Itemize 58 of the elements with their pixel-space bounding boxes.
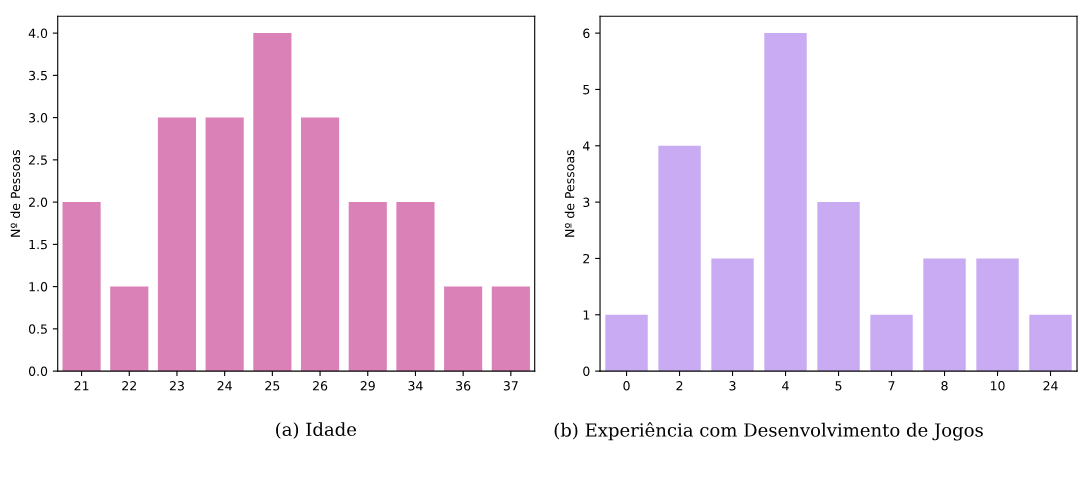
x-tick-label: 5 — [835, 381, 842, 391]
x-tick-label: 8 — [941, 381, 948, 391]
x-tick-label: 22 — [122, 381, 136, 391]
bar — [923, 258, 966, 372]
x-tick-label: 7 — [888, 381, 895, 391]
bar — [817, 202, 860, 372]
y-tick-label: 5 — [583, 85, 590, 95]
text: (b) Experiência com Desenvolvimento de Jogos — [554, 422, 983, 441]
x-tick-label: 37 — [503, 381, 518, 391]
y-tick-label: 3.5 — [29, 70, 47, 81]
y-tick-label: 0.5 — [28, 324, 47, 334]
bar — [444, 286, 483, 372]
y-tick-label: 0 — [583, 366, 590, 377]
x-tick-label: 23 — [169, 381, 184, 391]
bar — [764, 33, 807, 372]
x-tick-label: 10 — [990, 381, 1005, 391]
y-tick-label: 6 — [583, 28, 590, 39]
text: (a) Idade — [276, 422, 357, 439]
y-tick-label: 2.0 — [29, 197, 48, 208]
bar — [711, 258, 754, 372]
bar — [157, 117, 197, 372]
bar — [658, 145, 701, 372]
bar — [870, 314, 913, 372]
bar — [1029, 314, 1072, 372]
y-tick-label: 3 — [583, 197, 590, 208]
bar — [110, 286, 149, 372]
x-tick-label: 29 — [360, 381, 375, 391]
x-tick-label: 4 — [782, 381, 789, 391]
bar — [605, 314, 648, 372]
bar — [976, 258, 1019, 372]
x-tick-label: 21 — [74, 381, 89, 391]
bar — [253, 33, 292, 372]
y-tick-label: 4.0 — [28, 28, 48, 39]
y-tick-label: 2.5 — [29, 155, 47, 165]
bar — [348, 202, 387, 372]
y-tick-label: 2 — [583, 253, 590, 264]
x-tick-label: 24 — [217, 381, 232, 391]
y-tick-label: 1.0 — [29, 282, 48, 292]
y-tick-label: 1 — [583, 310, 590, 320]
y-tick-label: 0.0 — [28, 366, 48, 377]
y-tick-label: 4 — [582, 141, 590, 151]
y-axis-title: Nº de Pessoas — [10, 150, 21, 237]
x-tick-label: 36 — [456, 381, 471, 391]
x-tick-label: 26 — [313, 381, 328, 391]
x-tick-label: 3 — [729, 381, 736, 391]
x-tick-label: 34 — [408, 381, 423, 391]
x-tick-label: 25 — [265, 381, 280, 391]
y-tick-label: 1.5 — [29, 240, 47, 250]
bar — [491, 286, 530, 372]
x-tick-label: 2 — [676, 381, 683, 391]
y-axis-title: Nº de Pessoas — [564, 150, 575, 237]
bar — [300, 117, 340, 372]
bar — [396, 202, 435, 372]
bar — [62, 202, 101, 372]
bar — [205, 117, 244, 372]
x-tick-label: 0 — [623, 381, 630, 391]
y-tick-label: 3.0 — [29, 113, 48, 123]
x-tick-label: 24 — [1043, 381, 1058, 391]
